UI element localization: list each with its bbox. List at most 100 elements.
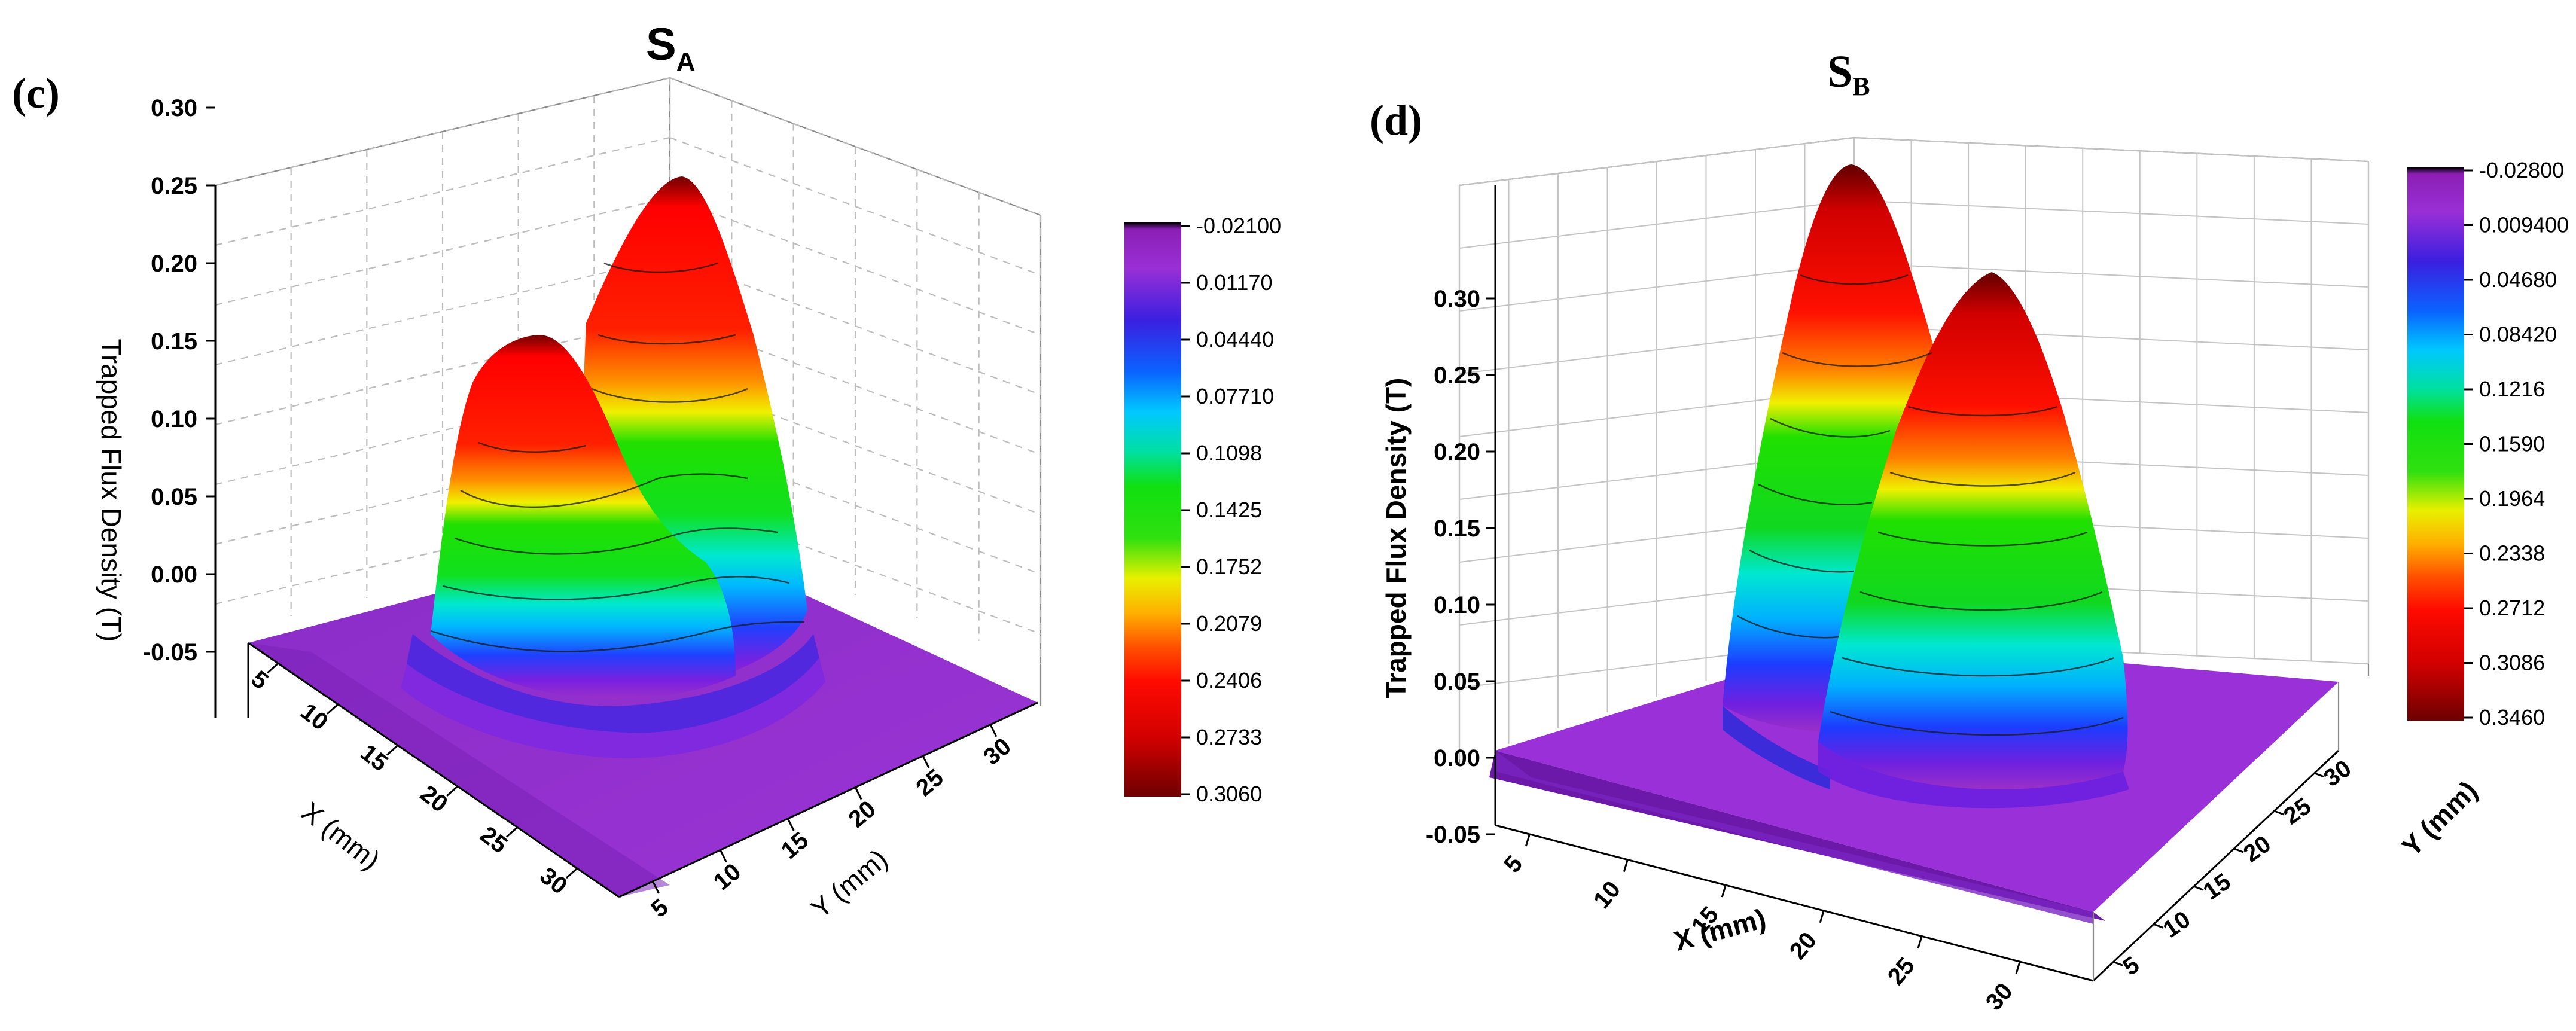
x-tick-mark-d [1819, 910, 1825, 923]
z-tick-label-d: 0.25 [1434, 362, 1480, 389]
colorbar-c: -0.02100 0.01170 0.04440 0.07710 0.1098 0.142… [1124, 213, 1281, 806]
colorbar-c-label: 0.3060 [1196, 782, 1262, 806]
y-tick-label-c: 10 [709, 858, 746, 895]
panel-letter-c: (c) [12, 69, 60, 117]
z-tick-label-d: 0.10 [1434, 592, 1480, 618]
x-tick-label-c: 15 [355, 739, 392, 776]
x-tick-mark-c [566, 867, 578, 879]
y-tick-mark-d [2233, 847, 2244, 853]
axes-d [1494, 185, 2340, 982]
x-tick-label-c: 10 [295, 698, 333, 736]
x-tick-mark-c [446, 785, 458, 797]
z-tick-label-d: -0.05 [1426, 822, 1480, 848]
colorbar-c-label: 0.1752 [1196, 554, 1262, 579]
panel-c: (c) SA [12, 19, 1281, 925]
x-tick-mark-c [267, 663, 279, 674]
colorbar-c-label: 0.1425 [1196, 498, 1262, 522]
z-tick-label-c: 0.30 [151, 95, 197, 121]
y-tick-label-c: 20 [844, 795, 881, 832]
y-tick-mark-c [652, 881, 660, 894]
x-axis-label-c: X (mm) [295, 795, 386, 876]
x-tick-mark-d [1917, 935, 1923, 948]
colorbar-d-bar [2407, 167, 2464, 721]
colorbar-c-label: 0.1098 [1196, 441, 1262, 465]
z-tick-label-d: 0.00 [1434, 745, 1480, 771]
y-tick-mark-c [854, 786, 862, 800]
title-sa: SA [646, 19, 695, 77]
z-tick-label-d: 0.15 [1434, 516, 1480, 542]
y-tick-label-c: 30 [978, 733, 1016, 770]
y-tick-mark-c [720, 849, 727, 863]
colorbar-d-label: -0.02800 [2479, 158, 2564, 182]
y-tick-mark-c [989, 724, 998, 737]
z-tick-label-d: 0.20 [1434, 439, 1480, 465]
surface-c [401, 176, 825, 759]
z-tick-label-d: 0.05 [1434, 669, 1480, 695]
y-tick-mark-d [2193, 885, 2204, 891]
peak-left-c [431, 335, 736, 699]
x-tick-label-c: 20 [415, 780, 452, 818]
colorbar-c-label: 0.2079 [1196, 611, 1262, 636]
contours-c [430, 262, 805, 652]
x-tick-mark-c [506, 826, 518, 838]
z-axis-label-d: Trapped Flux Density (T) [1380, 378, 1412, 699]
x-tick-label-d: 30 [1981, 978, 2018, 1015]
floor-shade-c [248, 643, 670, 897]
x-tick-mark-d [1623, 859, 1629, 872]
z-tick-label-c: 0.25 [151, 173, 197, 199]
surface-d [1723, 164, 2129, 809]
y-axis-label-c: Y (mm) [805, 843, 894, 925]
x-tick-mark-c [327, 703, 339, 715]
y-tick-label-d: 20 [2239, 831, 2276, 868]
colorbar-d-label: 0.3460 [2479, 705, 2545, 730]
colorbar-d-label: 0.2338 [2479, 541, 2545, 566]
title-sa-sub: A [676, 47, 696, 77]
colorbar-c-label: 0.01170 [1196, 270, 1272, 295]
colorbar-c-label: 0.07710 [1196, 384, 1274, 408]
x-tick-mark-d [2015, 961, 2021, 974]
x-tick-label-c: 30 [535, 862, 572, 899]
z-tick-label-d: 0.30 [1434, 286, 1480, 312]
z-ticks-c: 0.30 0.25 0.20 0.15 0.10 0.05 0.00 -0.05 [143, 95, 215, 666]
z-tick-label-c: -0.05 [143, 639, 197, 666]
panel-d: (d) SB [1370, 47, 2569, 1015]
y-tick-label-d: 10 [2159, 906, 2196, 943]
colorbar-c-label: 0.2733 [1196, 725, 1262, 749]
z-tick-label-c: 0.10 [151, 406, 197, 432]
x-tick-label-d: 5 [1499, 850, 1528, 877]
y-tick-label-d: 30 [2319, 755, 2356, 792]
axes-c [214, 185, 1038, 898]
colorbar-d-label: 0.3086 [2479, 651, 2545, 675]
x-tick-label-c: 5 [246, 666, 273, 694]
x-tick-mark-d [1525, 834, 1531, 847]
x-tick-mark-d [1721, 884, 1727, 898]
peak-right-d [1818, 272, 2128, 789]
z-ticks-d: 0.30 0.25 0.20 0.15 0.10 0.05 0.00 -0.05 [1426, 286, 1495, 848]
panel-letter-d: (d) [1370, 96, 1422, 144]
z-tick-label-c: 0.20 [151, 251, 197, 277]
y-tick-label-c: 5 [646, 894, 673, 923]
colorbar-c-bar [1124, 222, 1181, 797]
y-tick-label-c: 25 [911, 764, 949, 801]
y-tick-label-c: 15 [776, 827, 813, 864]
colorbar-d-label: 0.2712 [2479, 596, 2545, 620]
colorbar-c-label: -0.02100 [1196, 213, 1281, 238]
surface-base-c [407, 634, 819, 733]
y-tick-mark-d [2153, 923, 2164, 929]
colorbar-d-label: 0.009400 [2479, 213, 2569, 237]
z-tick-label-c: 0.15 [151, 328, 197, 355]
colorbar-d-label: 0.1216 [2479, 377, 2545, 401]
contours-d [1737, 274, 2124, 736]
y-tick-mark-c [786, 818, 795, 831]
z-axis-label-c: Trapped Flux Density (T) [96, 339, 127, 642]
x-tick-label-d: 25 [1883, 953, 1920, 990]
y-tick-mark-d [2273, 810, 2284, 816]
y-tick-label-d: 25 [2279, 793, 2316, 830]
colorbar-c-label: 0.2406 [1196, 668, 1262, 693]
y-tick-mark-c [922, 755, 930, 768]
colorbar-d-label: 0.1964 [2479, 486, 2545, 511]
title-sb-main: S [1827, 47, 1852, 97]
title-sa-main: S [646, 19, 676, 70]
x-tick-label-d: 20 [1785, 927, 1822, 964]
